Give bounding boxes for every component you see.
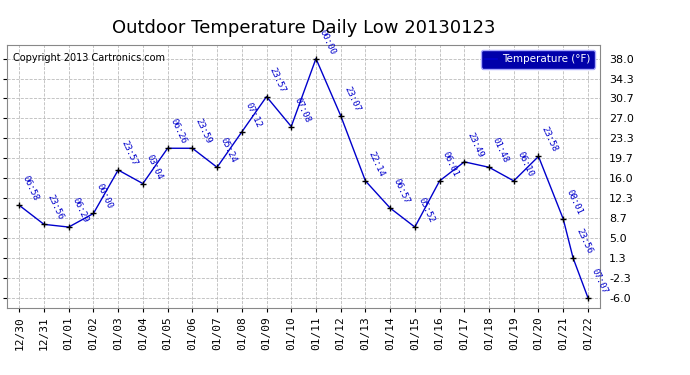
Text: Copyright 2013 Cartronics.com: Copyright 2013 Cartronics.com (13, 53, 165, 63)
Text: 07:07: 07:07 (589, 267, 609, 295)
Text: 06:26: 06:26 (169, 117, 188, 146)
Text: 00:00: 00:00 (317, 28, 337, 56)
Text: 23:57: 23:57 (119, 139, 139, 167)
Text: 07:12: 07:12 (243, 101, 263, 129)
Text: 06:58: 06:58 (21, 174, 40, 202)
Text: 03:04: 03:04 (144, 153, 164, 181)
Text: 23:07: 23:07 (342, 85, 362, 113)
Text: 23:59: 23:59 (194, 117, 213, 146)
Text: 06:57: 06:57 (391, 177, 411, 205)
Text: 23:49: 23:49 (466, 131, 485, 159)
Text: 22:14: 22:14 (367, 150, 386, 178)
Text: 05:52: 05:52 (416, 196, 436, 224)
Text: 05:24: 05:24 (219, 136, 238, 165)
Text: 23:58: 23:58 (540, 126, 560, 154)
Text: 06:29: 06:29 (70, 196, 90, 224)
Text: 06:01: 06:01 (441, 150, 460, 178)
Text: 23:57: 23:57 (268, 66, 288, 94)
Text: 06:10: 06:10 (515, 150, 535, 178)
Text: 07:08: 07:08 (293, 96, 312, 124)
Text: 01:48: 01:48 (491, 136, 510, 165)
Text: 23:56: 23:56 (575, 227, 594, 255)
Text: 23:56: 23:56 (46, 194, 65, 222)
Text: 08:01: 08:01 (564, 188, 584, 216)
Legend: Temperature (°F): Temperature (°F) (481, 50, 595, 69)
Text: 00:00: 00:00 (95, 183, 115, 211)
Text: Outdoor Temperature Daily Low 20130123: Outdoor Temperature Daily Low 20130123 (112, 19, 495, 37)
